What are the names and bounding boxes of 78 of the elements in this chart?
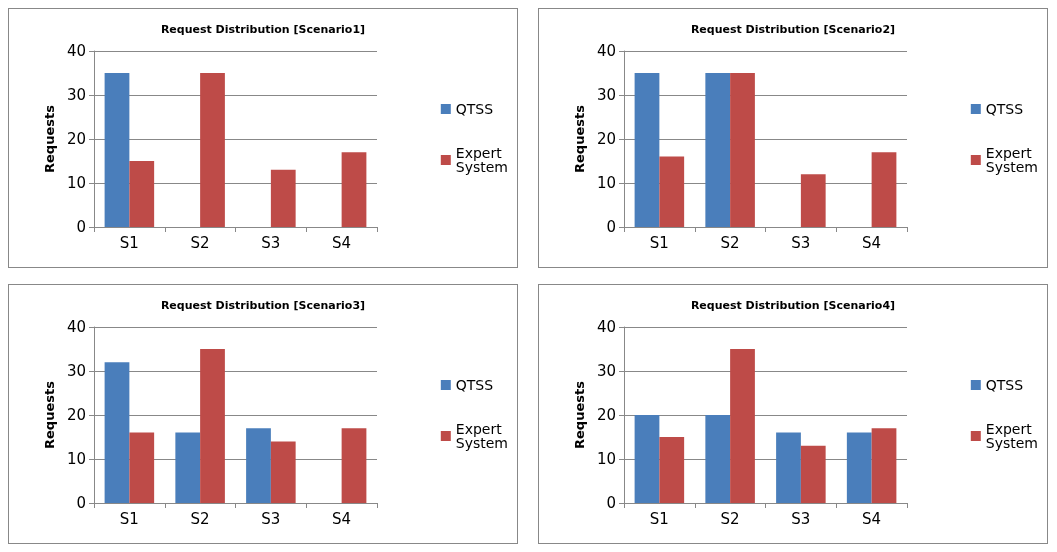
y-tick-label: 10 <box>66 174 86 192</box>
bar <box>871 428 897 503</box>
chart-title: Request Distribution [Scenario2] <box>690 23 896 36</box>
bar <box>104 73 130 227</box>
legend-label: QTSS <box>985 101 1024 117</box>
y-tick-label: 20 <box>66 406 86 424</box>
y-tick-label: 40 <box>596 318 616 336</box>
legend-label: QTSS <box>455 101 494 117</box>
legend-label: Expert System <box>985 145 1039 175</box>
y-tick-label: 10 <box>596 174 616 192</box>
bar <box>270 441 296 503</box>
y-axis-title: Requests <box>572 104 587 173</box>
bar <box>200 349 225 503</box>
bar <box>705 415 731 503</box>
x-tick-label: S2 <box>720 509 740 528</box>
bar <box>341 428 367 503</box>
y-tick-label: 30 <box>66 86 86 104</box>
x-tick-label: S3 <box>261 509 281 528</box>
y-tick-label: 40 <box>66 42 86 60</box>
legend-label: Expert System <box>455 145 509 175</box>
legend-label: QTSS <box>985 377 1024 393</box>
bar <box>175 432 201 503</box>
y-tick-label: 40 <box>596 42 616 60</box>
x-tick-label: S1 <box>649 233 669 252</box>
x-tick-label: S4 <box>332 509 352 528</box>
y-tick-label: 10 <box>66 450 86 468</box>
bar <box>800 445 826 503</box>
bar <box>730 349 755 503</box>
y-tick-label: 0 <box>76 494 86 512</box>
chart-title: Request Distribution [Scenario3] <box>160 299 366 312</box>
bar <box>776 432 801 503</box>
bar <box>634 415 660 503</box>
x-tick-label: S4 <box>332 233 352 252</box>
bar <box>871 152 897 227</box>
x-tick-label: S1 <box>119 233 139 252</box>
bar <box>730 73 755 227</box>
x-tick-label: S2 <box>720 233 740 252</box>
x-tick-label: S3 <box>261 233 281 252</box>
y-tick-label: 10 <box>596 450 616 468</box>
x-tick-label: S4 <box>862 233 882 252</box>
x-tick-label: S2 <box>190 233 210 252</box>
x-tick-label: S1 <box>649 509 669 528</box>
bar <box>129 161 155 227</box>
x-tick-label: S4 <box>862 509 882 528</box>
y-tick-label: 0 <box>606 218 616 236</box>
legend-label: QTSS <box>455 377 494 393</box>
chart-title: Request Distribution [Scenario4] <box>690 299 896 312</box>
y-axis-title: Requests <box>42 104 57 173</box>
bar <box>270 169 296 227</box>
legend-label: Expert System <box>985 421 1039 451</box>
y-tick-label: 0 <box>76 218 86 236</box>
bar <box>200 73 225 227</box>
y-tick-label: 20 <box>596 406 616 424</box>
x-tick-label: S1 <box>119 509 139 528</box>
bar <box>800 174 826 227</box>
bar <box>634 73 660 227</box>
legend-label: Expert System <box>455 421 509 451</box>
chart-title: Request Distribution [Scenario1] <box>160 23 366 36</box>
bar <box>104 362 130 503</box>
x-tick-label: S3 <box>791 509 811 528</box>
y-tick-label: 40 <box>66 318 86 336</box>
y-tick-label: 20 <box>596 130 616 148</box>
y-tick-label: 20 <box>66 130 86 148</box>
x-tick-label: S2 <box>190 509 210 528</box>
y-axis-title: Requests <box>572 380 587 449</box>
x-tick-label: S3 <box>791 233 811 252</box>
bar <box>846 432 872 503</box>
y-tick-label: 30 <box>596 362 616 380</box>
bar <box>659 437 685 503</box>
y-tick-label: 30 <box>66 362 86 380</box>
bar <box>659 156 685 227</box>
y-axis-title: Requests <box>42 380 57 449</box>
y-tick-label: 0 <box>606 494 616 512</box>
y-tick-label: 30 <box>596 86 616 104</box>
bar <box>246 428 271 503</box>
bar <box>129 432 155 503</box>
bar <box>705 73 731 227</box>
bar <box>341 152 367 227</box>
